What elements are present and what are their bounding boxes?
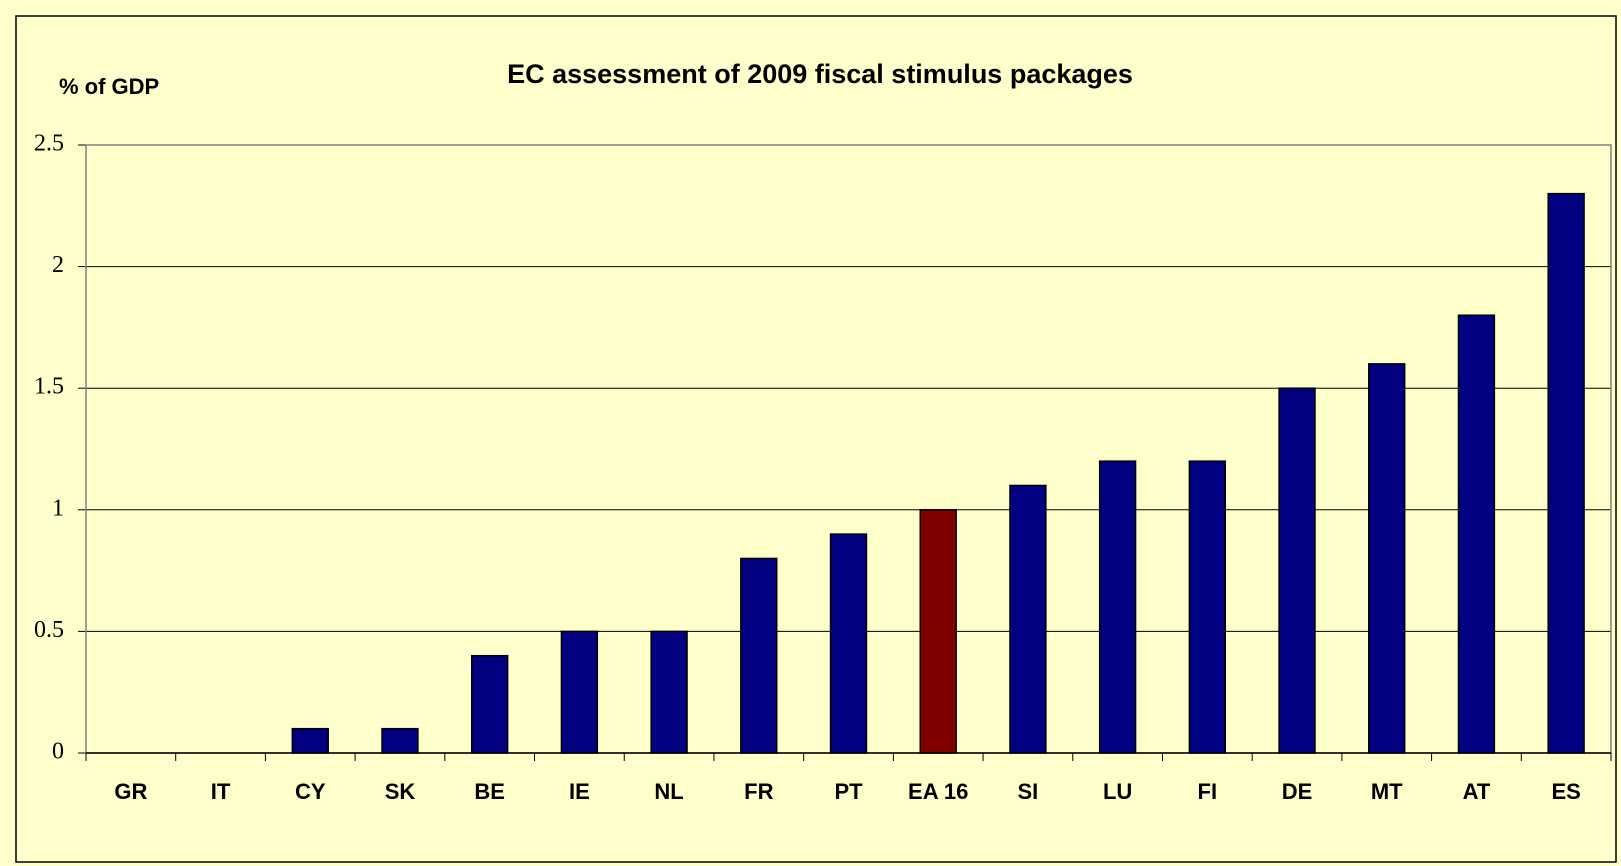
bar [829,533,868,754]
x-tick-label: GR [114,779,147,804]
bar [1188,460,1227,754]
bar [1009,484,1047,754]
bar [470,654,509,754]
bar [1457,314,1496,754]
y-tick-label: 0 [52,739,64,765]
bar [919,509,957,754]
bar [1278,387,1316,754]
x-tick-label: BE [474,779,505,804]
chart-frame [15,15,1617,863]
y-tick-label: 1 [52,495,64,521]
y-tick-label: 0.5 [34,617,64,643]
x-tick-label: AT [1463,779,1491,804]
bar [1098,460,1137,754]
x-tick-label: NL [654,779,683,804]
x-tick-label: PT [834,779,863,804]
x-tick-label: FR [744,779,773,804]
x-tick-label: IT [211,779,231,804]
y-tick-label: 2 [52,252,64,278]
x-tick-label: EA 16 [908,779,968,804]
x-tick-label: LU [1103,779,1132,804]
x-tick-label: DE [1282,779,1313,804]
bar [560,630,599,754]
bar [381,727,419,754]
x-tick-label: FI [1198,779,1218,804]
x-tick-label: CY [295,779,326,804]
x-tick-label: IE [569,779,590,804]
y-tick-label: 1.5 [34,374,64,400]
bar [740,557,778,754]
bar [291,727,329,754]
bar [1547,192,1585,754]
x-tick-label: SI [1018,779,1039,804]
x-tick-label: MT [1371,779,1403,804]
bar [1368,363,1406,754]
bar [650,630,688,754]
y-tick-label: 2.5 [34,131,64,157]
x-tick-label: ES [1551,779,1580,804]
y-axis-label: % of GDP [59,74,159,99]
chart-title: EC assessment of 2009 fiscal stimulus pa… [507,59,1133,89]
x-tick-label: SK [385,779,416,804]
